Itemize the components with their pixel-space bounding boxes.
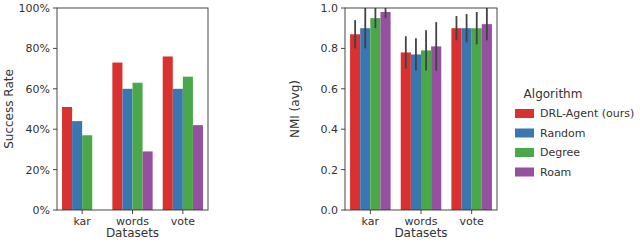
x-tick xyxy=(370,210,371,214)
frame xyxy=(57,8,208,210)
error-bar xyxy=(435,22,437,70)
y-tick-label: 80% xyxy=(26,42,50,55)
y-axis-label: NMI (avg) xyxy=(288,80,302,138)
legend-label: Degree xyxy=(540,146,580,159)
y-tick-label: 60% xyxy=(26,83,50,96)
y-tick-label: 0.0 xyxy=(321,204,339,217)
y-tick-label: 40% xyxy=(26,123,50,136)
legend-label: Random xyxy=(540,127,586,140)
bar xyxy=(350,34,360,210)
y-tick xyxy=(341,169,345,170)
y-axis-label: Success Rate xyxy=(2,69,16,149)
legend-swatch xyxy=(515,148,534,157)
bar xyxy=(82,135,92,210)
legend-label: Roam xyxy=(540,166,571,179)
y-tick-label: 0.8 xyxy=(321,42,339,55)
y-tick xyxy=(53,48,57,49)
y-tick xyxy=(341,48,345,49)
y-tick-label: 0.4 xyxy=(321,123,339,136)
y-tick xyxy=(341,210,345,211)
error-bar xyxy=(486,8,488,40)
x-axis-label: Datasets xyxy=(106,226,159,240)
x-tick xyxy=(421,210,422,214)
y-tick xyxy=(53,129,57,130)
bar xyxy=(431,46,441,210)
error-bar xyxy=(405,36,407,68)
bar xyxy=(472,28,482,210)
bar xyxy=(173,89,183,210)
error-bar xyxy=(354,20,356,48)
x-axis-label: Datasets xyxy=(394,226,447,240)
y-tick xyxy=(53,8,57,9)
legend-title: Algorithm xyxy=(524,87,583,101)
bar xyxy=(122,89,132,210)
y-tick xyxy=(53,88,57,89)
error-bar xyxy=(374,8,376,28)
y-tick-label: 100% xyxy=(19,2,50,15)
bar xyxy=(451,28,461,210)
figure: 0%20%40%60%80%100%karwordsvoteDatasetsSu… xyxy=(0,0,640,243)
x-tick-label: kar xyxy=(362,215,380,228)
legend: Algorithm DRL-Agent (ours) Random Degree Roa… xyxy=(515,87,634,179)
y-tick xyxy=(341,8,345,9)
bar xyxy=(193,125,203,210)
x-tick-label: vote xyxy=(460,215,485,228)
frame xyxy=(345,8,497,210)
y-tick-label: 1.0 xyxy=(321,2,339,15)
plot-area xyxy=(62,56,203,210)
y-tick-label: 0% xyxy=(33,204,50,217)
bar xyxy=(183,77,193,210)
bar xyxy=(462,28,472,210)
chart: 0%20%40%60%80%100%karwordsvoteDatasetsSu… xyxy=(2,2,208,240)
bar xyxy=(112,63,122,210)
error-bar xyxy=(425,30,427,70)
error-bar xyxy=(476,12,478,44)
y-tick-label: 0.2 xyxy=(321,164,339,177)
legend-swatch xyxy=(515,129,534,138)
y-tick-label: 0.6 xyxy=(321,83,339,96)
error-bar xyxy=(385,8,387,18)
x-tick-label: kar xyxy=(73,215,91,228)
bar xyxy=(360,28,370,210)
legend-swatch xyxy=(515,109,534,118)
bar xyxy=(411,54,421,210)
x-tick xyxy=(182,210,183,214)
bar xyxy=(133,83,143,210)
error-bar xyxy=(466,14,468,42)
y-tick xyxy=(341,129,345,130)
bar xyxy=(380,12,390,210)
x-tick xyxy=(82,210,83,214)
x-tick xyxy=(471,210,472,214)
bar xyxy=(421,50,431,210)
chart: 0.00.20.40.60.81.0karwordsvoteDatasetsNM… xyxy=(288,2,497,240)
bar xyxy=(62,107,72,210)
error-bar xyxy=(415,38,417,70)
x-tick xyxy=(132,210,133,214)
error-bar xyxy=(456,16,458,40)
y-tick-label: 20% xyxy=(26,164,50,177)
bar xyxy=(163,56,173,210)
bar xyxy=(72,121,82,210)
bar xyxy=(401,52,411,210)
bar xyxy=(143,151,153,210)
bar xyxy=(370,18,380,210)
x-tick-label: vote xyxy=(171,215,196,228)
legend-label: DRL-Agent (ours) xyxy=(540,107,634,120)
error-bar xyxy=(364,8,366,48)
y-tick xyxy=(341,88,345,89)
bar xyxy=(482,24,492,210)
y-tick xyxy=(53,210,57,211)
plot-area xyxy=(350,8,492,210)
y-tick xyxy=(53,169,57,170)
legend-swatch xyxy=(515,168,534,177)
